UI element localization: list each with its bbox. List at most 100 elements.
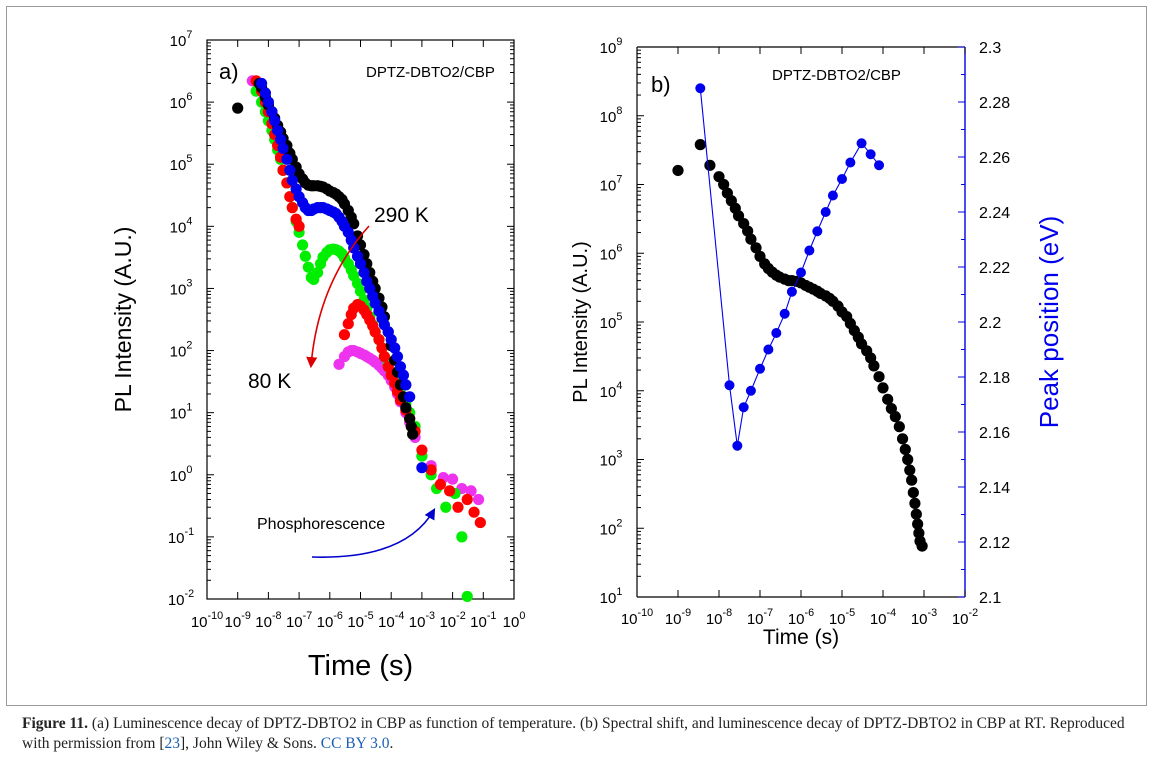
x-tick-label-a: 10-9: [225, 610, 251, 631]
panel-a: 10-10 10-9 10-8 10-7 10-6 10-5 10-4 10-3 10-2 10-…: [110, 29, 525, 682]
data-point-blue: [354, 258, 367, 270]
data-point-blue: [724, 380, 735, 391]
y-axis-title-b: PL Intensity (A.U.): [570, 241, 592, 403]
y-tick-label-a: 106: [170, 91, 193, 112]
data-point-blue: [827, 190, 838, 201]
figure-caption: Figure 11. (a) Luminescence decay of DPT…: [22, 714, 1137, 754]
data-point-blue: [259, 87, 272, 99]
y-tick-label-b: 103: [600, 449, 623, 470]
data-point-blue: [389, 342, 401, 354]
y-tick-label-a: 105: [170, 153, 193, 174]
data-point-blue: [820, 207, 831, 217]
data-point-red: [338, 329, 351, 341]
data-point-blue: [837, 174, 847, 184]
data-point-red: [474, 516, 486, 529]
data-point-blue: [385, 334, 397, 346]
data-point-black: [877, 382, 889, 394]
annotation-80k: 80 K: [248, 370, 291, 393]
y-tick-label-a: 10-1: [168, 526, 194, 547]
caption-ref-link[interactable]: 23: [164, 735, 181, 752]
data-point-blue: [275, 133, 287, 146]
data-point-red: [286, 202, 298, 214]
data-point-black: [899, 443, 911, 456]
data-point-red: [376, 342, 388, 354]
x-tick-label-a: 10-2: [439, 610, 465, 631]
data-point-blue: [262, 96, 274, 108]
data-point-red: [293, 220, 305, 232]
data-point-blue: [391, 350, 404, 363]
y-tick-label-a: 100: [170, 464, 193, 485]
y2-axis-title-b: Peak position (eV): [1034, 216, 1064, 428]
figure-frame: [6, 6, 1147, 706]
y2-tick-label-b: 2.18: [979, 370, 1010, 387]
data-point-red: [452, 501, 464, 513]
data-point-red: [342, 318, 354, 330]
y-tick-label-b: 104: [600, 380, 623, 401]
data-point-black: [916, 540, 928, 552]
data-point-blue: [284, 164, 296, 176]
data-point-black: [912, 518, 924, 530]
caption-label: Figure 11.: [22, 715, 89, 732]
data-point-red: [444, 485, 456, 497]
x-tick-label-b: 10-8: [706, 607, 732, 628]
data-point-black: [407, 428, 419, 440]
data-point-red: [284, 191, 296, 203]
y2-tick-label-b: 2.22: [979, 260, 1010, 277]
data-point-green: [299, 250, 311, 262]
x-tick-label-a: 10-1: [470, 610, 496, 631]
y-tick-label-b: 106: [600, 242, 623, 263]
data-point-black: [718, 178, 730, 191]
y-tick-label-b: 108: [600, 105, 623, 126]
data-point-green: [302, 261, 314, 273]
data-point-black: [904, 464, 916, 476]
x-tick-label-b: 10-3: [911, 607, 937, 628]
y2-tick-label-b: 2.14: [979, 480, 1010, 497]
x-tick-label-a: 10-5: [347, 610, 373, 631]
y2-tick-label-b: 2.28: [979, 95, 1010, 112]
sample-label-b: DPTZ-DBTO2/CBP: [772, 67, 901, 84]
data-point-blue: [779, 308, 790, 319]
data-point-blue: [874, 160, 885, 171]
data-point-blue: [812, 226, 823, 237]
data-point-green: [311, 266, 324, 279]
x-tick-label-b: 10-5: [829, 607, 855, 628]
data-point-blue: [732, 440, 743, 451]
data-point-magenta: [447, 473, 459, 485]
data-point-blue: [277, 142, 289, 154]
y2-tick-label-b: 2.16: [979, 425, 1010, 442]
x-axis-title-a: Time (s): [308, 650, 413, 682]
y-tick-label-b: 101: [600, 586, 623, 607]
data-point-blue: [255, 77, 268, 90]
data-point-black: [882, 393, 894, 405]
temperature-arrow: [306, 225, 370, 369]
data-point-red: [378, 350, 390, 363]
y-tick-label-b: 102: [600, 517, 623, 538]
data-point-black: [896, 433, 909, 445]
data-point-black: [909, 497, 921, 509]
data-point-blue: [865, 149, 876, 160]
data-point-blue: [416, 462, 428, 474]
x-tick-label-a: 10-3: [409, 610, 435, 631]
data-point-blue: [796, 267, 806, 278]
data-point-black: [745, 233, 757, 245]
x-tick-label-b: 10-7: [747, 607, 773, 628]
data-point-black: [704, 159, 716, 171]
data-point-blue: [272, 124, 284, 137]
x-tick-label-a: 100: [503, 610, 526, 631]
caption-license-link[interactable]: CC BY 3.0: [320, 735, 390, 752]
y2-tick-label-b: 2.3: [979, 40, 1001, 57]
data-point-blue: [856, 138, 867, 149]
data-point-black: [893, 421, 905, 433]
x-tick-label-a: 10-4: [378, 610, 404, 631]
data-point-black: [873, 371, 885, 383]
data-point-green: [456, 531, 468, 543]
data-point-black: [348, 218, 360, 230]
data-point-magenta: [472, 493, 485, 506]
annotation-phosphorescence: Phosphorescence: [257, 516, 385, 533]
data-point-black: [889, 411, 901, 423]
y2-tick-label-b: 2.1: [979, 590, 1001, 607]
data-point-blue: [281, 153, 293, 165]
data-point-blue: [845, 157, 856, 168]
data-point-blue: [404, 391, 416, 403]
y-tick-label-b: 107: [600, 174, 623, 195]
